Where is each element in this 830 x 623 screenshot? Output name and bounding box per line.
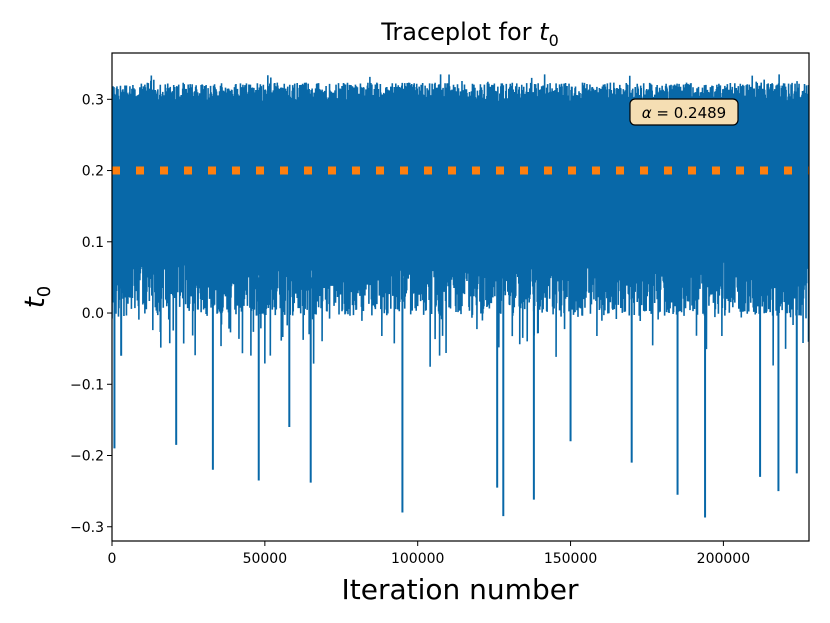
y-tick-label: 0.0	[82, 306, 104, 322]
x-tick-label: 200000	[697, 551, 750, 567]
chart-title-symbol: t	[539, 18, 550, 46]
y-axis: −0.3 −0.2 −0.1 0.0 0.1 0.2 0.3	[70, 92, 112, 536]
y-tick-label: −0.1	[70, 377, 104, 393]
y-tick-label: 0.3	[82, 92, 104, 108]
x-tick-label: 0	[108, 551, 117, 567]
x-axis: 0 50000 100000 150000 200000	[108, 541, 750, 567]
y-tick-label: −0.3	[70, 520, 104, 536]
x-tick-label: 50000	[243, 551, 288, 567]
x-tick-label: 100000	[391, 551, 444, 567]
x-axis-title: Iteration number	[342, 573, 579, 606]
chart-title-subscript: 0	[549, 31, 559, 50]
alpha-annotation-text: α = 0.2489	[642, 104, 726, 122]
y-tick-label: 0.2	[82, 164, 104, 180]
alpha-annotation: α = 0.2489	[629, 98, 739, 126]
alpha-annotation-box	[629, 98, 739, 126]
y-axis-title-symbol: t	[18, 296, 51, 308]
y-tick-label: −0.2	[70, 449, 104, 465]
plot-frame	[111, 52, 810, 542]
chart-title-prefix: Traceplot for	[380, 18, 539, 46]
y-axis-title: t0	[18, 286, 55, 308]
alpha-annotation-symbol: α	[642, 104, 652, 122]
x-tick-label: 150000	[544, 551, 597, 567]
chart-title: Traceplot for t0	[380, 18, 559, 50]
y-axis-title-subscript: 0	[34, 286, 55, 297]
series-layer	[112, 74, 809, 518]
y-tick-label: 0.1	[82, 235, 104, 251]
alpha-annotation-value: = 0.2489	[652, 104, 727, 122]
